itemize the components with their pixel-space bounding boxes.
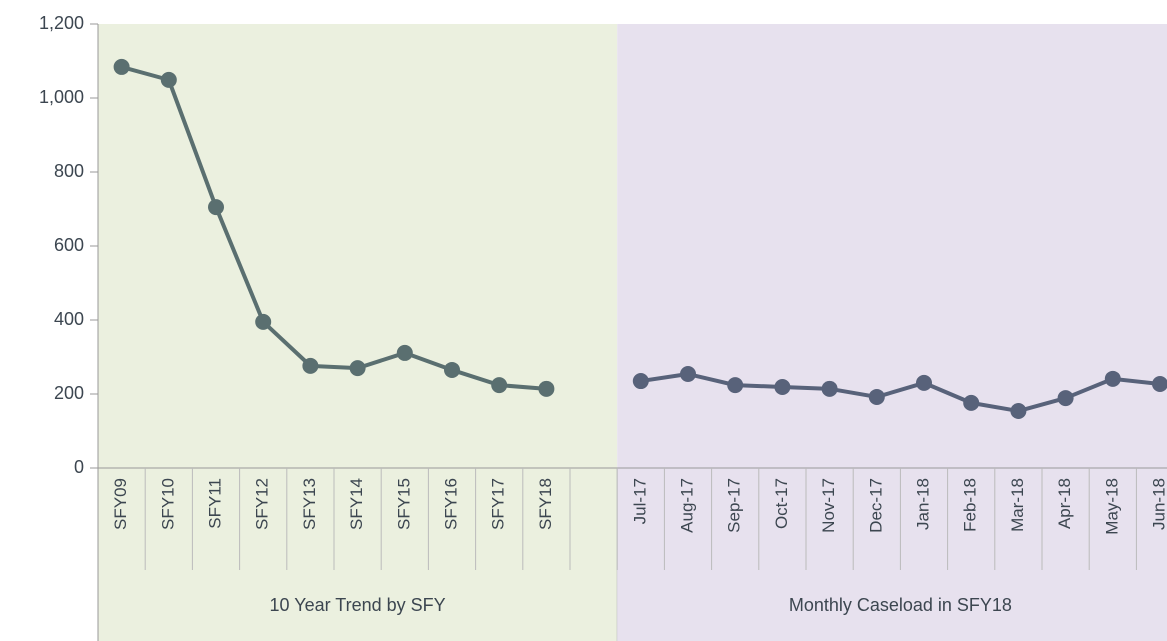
marker [1057, 390, 1074, 407]
y-tick-label: 1,200 [39, 13, 84, 33]
x-tick-label: Feb-18 [961, 478, 980, 532]
x-tick-label: SFY17 [489, 478, 508, 530]
marker [208, 199, 224, 216]
line [121, 64, 547, 391]
x-tick-label: May-18 [1102, 478, 1121, 535]
marker [680, 366, 696, 383]
y-tick-label: 600 [54, 235, 84, 255]
line [640, 372, 1161, 414]
x-tick-label: SFY12 [253, 478, 272, 530]
marker [491, 377, 508, 394]
x-tick-label: Jul-17 [630, 478, 649, 524]
marker [821, 380, 838, 397]
x-tick-label: Jun-18 [1149, 478, 1167, 530]
marker [302, 357, 319, 374]
x-tick-label: Sep-17 [725, 478, 744, 533]
marker [1010, 403, 1027, 420]
marker [774, 378, 791, 395]
x-tick-label: SFY11 [205, 478, 224, 529]
x-tick-label: SFY16 [441, 478, 460, 530]
marker [632, 373, 649, 390]
marker [916, 374, 932, 391]
x-tick-label: SFY15 [394, 478, 413, 530]
x-tick-label: Nov-17 [819, 478, 838, 533]
y-tick-label: 1,000 [39, 87, 84, 107]
x-tick-label: SFY13 [300, 478, 319, 530]
x-tick-label: Apr-18 [1055, 478, 1074, 529]
marker [255, 313, 272, 330]
x-tick-label: Mar-18 [1008, 478, 1027, 532]
x-tick-label: SFY10 [158, 478, 177, 530]
group-background [98, 24, 618, 641]
y-tick-label: 200 [54, 383, 84, 403]
marker [444, 361, 460, 378]
x-tick-label: Aug-17 [677, 478, 696, 533]
marker [349, 360, 366, 377]
x-tick-label: SFY09 [111, 478, 130, 530]
marker [396, 344, 413, 361]
x-tick-label: Dec-17 [866, 478, 885, 533]
group-background [617, 24, 1167, 641]
x-tick-label: SFY18 [536, 478, 555, 530]
x-tick-label: Oct-17 [772, 478, 791, 529]
marker [1152, 376, 1167, 393]
y-tick-label: 400 [54, 309, 84, 329]
marker [113, 58, 130, 75]
marker [868, 388, 885, 405]
marker [963, 394, 980, 411]
y-tick-label: 0 [74, 457, 84, 477]
marker [160, 71, 177, 88]
marker [727, 377, 744, 394]
group-label: Monthly Caseload in SFY18 [789, 595, 1012, 615]
group-label: 10 Year Trend by SFY [270, 595, 446, 615]
marker [538, 380, 555, 397]
x-tick-label: SFY14 [347, 478, 366, 530]
x-tick-label: Jan-18 [913, 478, 932, 530]
marker [1104, 370, 1121, 387]
y-tick-label: 800 [54, 161, 84, 181]
